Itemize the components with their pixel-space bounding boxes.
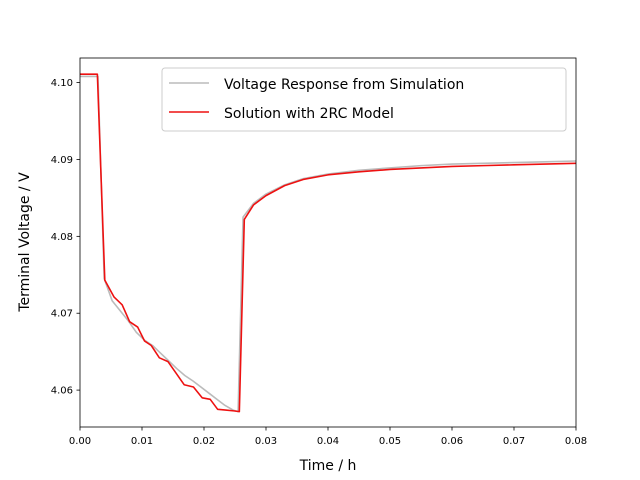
y-tick-label: 4.06 bbox=[51, 386, 73, 397]
x-tick-label: 0.03 bbox=[255, 436, 277, 447]
y-tick-label: 4.08 bbox=[51, 232, 73, 243]
y-tick-label: 4.10 bbox=[51, 78, 73, 89]
x-axis-title: Time / h bbox=[299, 458, 357, 474]
x-tick-label: 0.06 bbox=[441, 436, 463, 447]
series-layer bbox=[80, 73, 577, 413]
legend-label-2rc-model: Solution with 2RC Model bbox=[224, 106, 394, 122]
y-axis-title: Terminal Voltage / V bbox=[17, 172, 33, 313]
x-tick-label: 0.08 bbox=[565, 436, 587, 447]
x-tick-label: 0.00 bbox=[69, 436, 91, 447]
legend-label-simulation: Voltage Response from Simulation bbox=[224, 77, 464, 93]
ticks-layer: 0.00 0.01 0.02 0.03 0.04 0.05 0.06 0.07 0.08 4.06… bbox=[51, 78, 587, 447]
legend: Voltage Response from Simulation Solutio… bbox=[161, 67, 567, 132]
x-tick-label: 0.02 bbox=[193, 436, 215, 447]
series-line-2rc-model bbox=[80, 73, 577, 413]
y-tick-label: 4.07 bbox=[51, 309, 73, 320]
x-tick-label: 0.01 bbox=[131, 436, 153, 447]
y-tick-label: 4.09 bbox=[51, 155, 73, 166]
legend-box bbox=[161, 67, 567, 132]
series-line-simulation bbox=[80, 75, 577, 413]
x-tick-label: 0.04 bbox=[317, 436, 339, 447]
x-tick-label: 0.05 bbox=[379, 436, 401, 447]
x-tick-label: 0.07 bbox=[503, 436, 525, 447]
